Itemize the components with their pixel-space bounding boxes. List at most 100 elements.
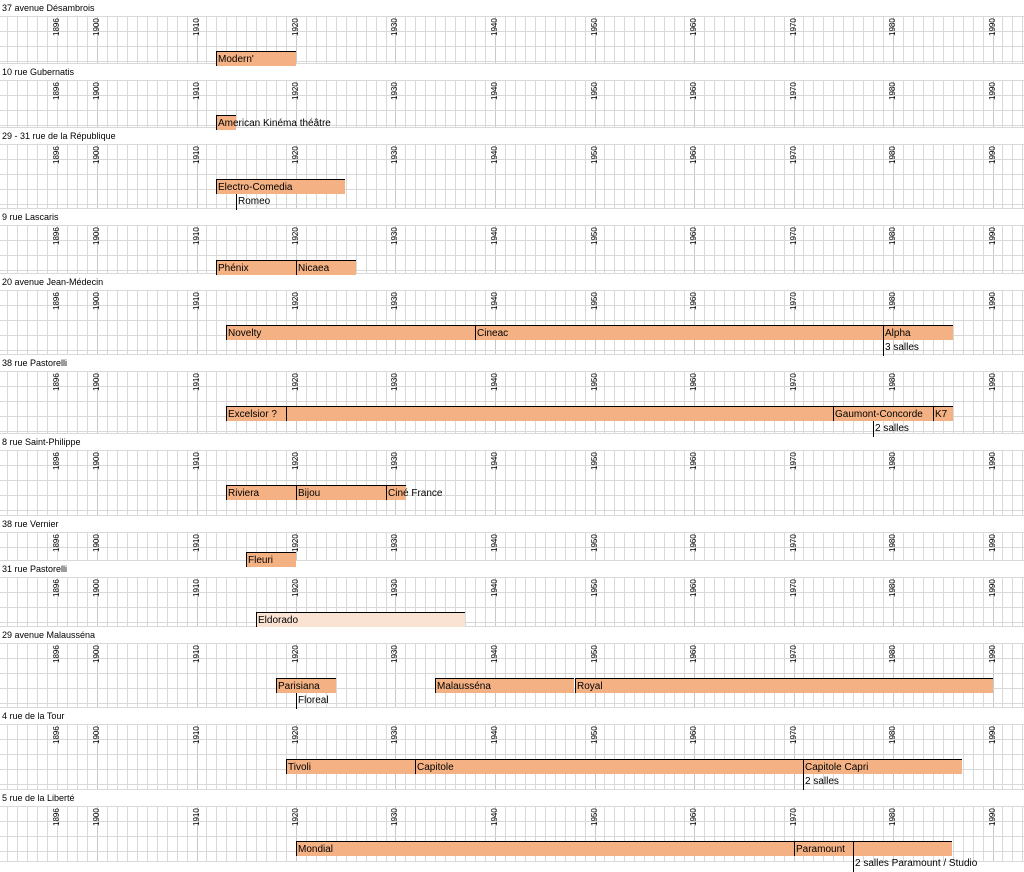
grid-line xyxy=(973,80,974,128)
grid-line xyxy=(1002,532,1003,561)
grid-line xyxy=(137,80,138,128)
grid-line xyxy=(923,806,924,862)
grid-line xyxy=(386,450,387,516)
year-tick-label: 1910 xyxy=(192,452,201,470)
grid-line xyxy=(873,643,874,708)
grid-line xyxy=(465,643,466,708)
grid-line xyxy=(316,144,317,209)
grid-line xyxy=(127,16,128,64)
grid-line xyxy=(226,80,227,128)
grid-line xyxy=(296,371,297,434)
grid-line xyxy=(1022,80,1023,128)
grid-line xyxy=(177,16,178,64)
grid-line xyxy=(7,450,8,516)
grid-line xyxy=(764,225,765,274)
grid-line xyxy=(346,80,347,128)
grid-line xyxy=(296,144,297,209)
grid-line xyxy=(226,577,227,627)
grid-line xyxy=(266,577,267,627)
grid-line xyxy=(754,724,755,790)
grid-line xyxy=(565,16,566,64)
grid-line xyxy=(624,532,625,561)
grid-line xyxy=(177,225,178,274)
timeline-panel: 38 rue Pastorelli 1896 1900 1910 1920 1930 194… xyxy=(0,357,1024,437)
grid-line xyxy=(803,806,804,862)
grid-line xyxy=(77,371,78,434)
grid-line xyxy=(455,806,456,862)
year-tick-label: 1920 xyxy=(291,82,300,100)
cinema-name-label: Parisiana xyxy=(278,681,320,692)
grid-line xyxy=(296,290,297,355)
grid-line xyxy=(794,80,795,128)
grid-line xyxy=(197,577,198,627)
grid-line xyxy=(614,290,615,355)
grid-line xyxy=(903,532,904,561)
year-tick-label: 1970 xyxy=(789,292,798,310)
grid-line xyxy=(644,577,645,627)
grid-line xyxy=(256,577,257,627)
grid-line xyxy=(883,806,884,862)
grid-line xyxy=(933,643,934,708)
grid-line xyxy=(206,450,207,516)
grid-line xyxy=(585,577,586,627)
grid-line xyxy=(953,80,954,128)
grid-line xyxy=(147,80,148,128)
grid-line xyxy=(87,724,88,790)
grid-line xyxy=(853,532,854,561)
grid-line xyxy=(117,532,118,561)
grid-line xyxy=(356,724,357,790)
grid-line xyxy=(674,225,675,274)
grid-line xyxy=(535,290,536,355)
grid-line xyxy=(127,450,128,516)
grid-line xyxy=(27,532,28,561)
cinema-name-label: Capitole xyxy=(417,762,454,773)
grid-line xyxy=(614,144,615,209)
panel-address: 29 avenue Malausséna xyxy=(2,630,96,640)
grid-row-line xyxy=(0,208,1024,209)
grid-line xyxy=(356,225,357,274)
grid-line xyxy=(107,643,108,708)
grid-line xyxy=(585,144,586,209)
grid-line xyxy=(356,450,357,516)
grid-line xyxy=(684,450,685,516)
grid-line xyxy=(624,371,625,434)
grid-row-line xyxy=(0,673,1024,674)
grid-line xyxy=(216,371,217,434)
grid-line xyxy=(764,144,765,209)
grid-line xyxy=(147,532,148,561)
year-tick-label: 1990 xyxy=(988,146,997,164)
grid-line xyxy=(107,80,108,128)
grid-line xyxy=(356,80,357,128)
grid-line xyxy=(37,225,38,274)
grid-line xyxy=(266,290,267,355)
grid-line xyxy=(425,225,426,274)
grid-line xyxy=(395,144,396,209)
grid-line xyxy=(525,724,526,790)
grid-line xyxy=(366,643,367,708)
year-tick-label: 1950 xyxy=(590,452,599,470)
panel-address: 20 avenue Jean-Médecin xyxy=(2,277,104,287)
grid-row-line xyxy=(0,547,1024,548)
grid-line xyxy=(1002,16,1003,64)
grid-line xyxy=(206,724,207,790)
grid-line xyxy=(336,144,337,209)
grid-line xyxy=(993,450,994,516)
grid-line xyxy=(47,225,48,274)
grid-line xyxy=(704,532,705,561)
year-tick-label: 1950 xyxy=(590,82,599,100)
grid-line xyxy=(654,577,655,627)
grid-line xyxy=(177,290,178,355)
grid-line xyxy=(764,450,765,516)
grid-line xyxy=(197,371,198,434)
year-tick-label: 1990 xyxy=(988,579,997,597)
grid-line xyxy=(256,80,257,128)
grid-line xyxy=(197,532,198,561)
grid-line xyxy=(77,290,78,355)
grid-line xyxy=(953,643,954,708)
grid-line xyxy=(37,371,38,434)
grid-line xyxy=(744,806,745,862)
year-tick-label: 1950 xyxy=(590,579,599,597)
grid-line xyxy=(515,80,516,128)
year-tick-label: 1900 xyxy=(92,534,101,552)
grid-line xyxy=(604,450,605,516)
